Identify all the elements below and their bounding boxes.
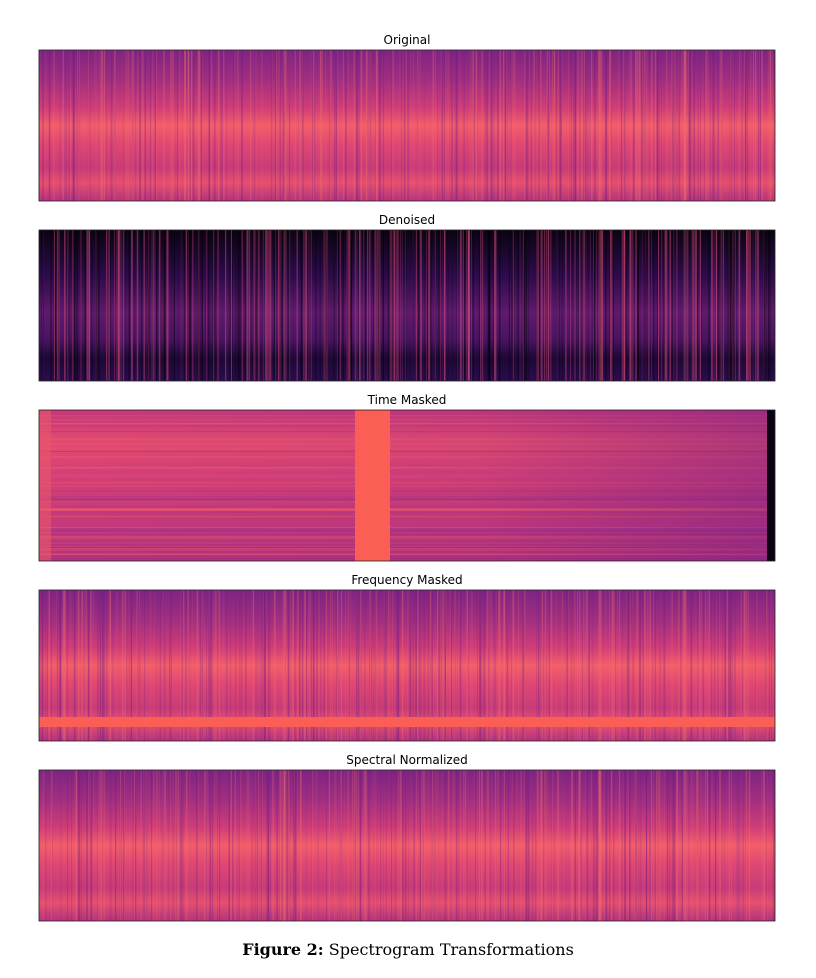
texture — [38, 590, 773, 741]
frame — [38, 49, 776, 202]
texture — [41, 770, 776, 921]
spectrogram — [39, 230, 775, 381]
spectrogram-panel: Frequency Masked — [38, 573, 776, 742]
spectrogram — [39, 770, 775, 921]
spectrogram — [39, 590, 775, 741]
texture — [38, 50, 773, 201]
spectrogram-panel: Spectral Normalized — [38, 753, 776, 922]
panels: Original Denoised Time Masked Frequency Mas… — [38, 33, 776, 922]
panel-title: Original — [384, 33, 431, 47]
caption-text: Spectrogram Transformations — [329, 940, 574, 959]
texture — [41, 230, 771, 381]
spectrogram-panel: Denoised — [38, 213, 776, 382]
time-mask — [355, 410, 390, 561]
shade — [39, 410, 775, 561]
panel-title: Time Masked — [367, 393, 447, 407]
spectrogram — [39, 50, 775, 201]
spectrogram-panel: Original — [38, 33, 776, 202]
edge — [39, 410, 51, 561]
frame — [38, 589, 776, 742]
panel-title: Denoised — [379, 213, 435, 227]
caption: Figure 2: Spectrogram Transformations — [242, 940, 574, 959]
panel-title: Frequency Masked — [351, 573, 462, 587]
edge — [767, 410, 775, 561]
spectrogram-panel: Time Masked — [38, 393, 776, 562]
frequency-mask — [39, 717, 775, 727]
caption-label: Figure 2: — [242, 940, 323, 959]
frame — [38, 229, 776, 382]
frame — [38, 769, 776, 922]
panel-title: Spectral Normalized — [346, 753, 467, 767]
frame — [38, 409, 776, 562]
